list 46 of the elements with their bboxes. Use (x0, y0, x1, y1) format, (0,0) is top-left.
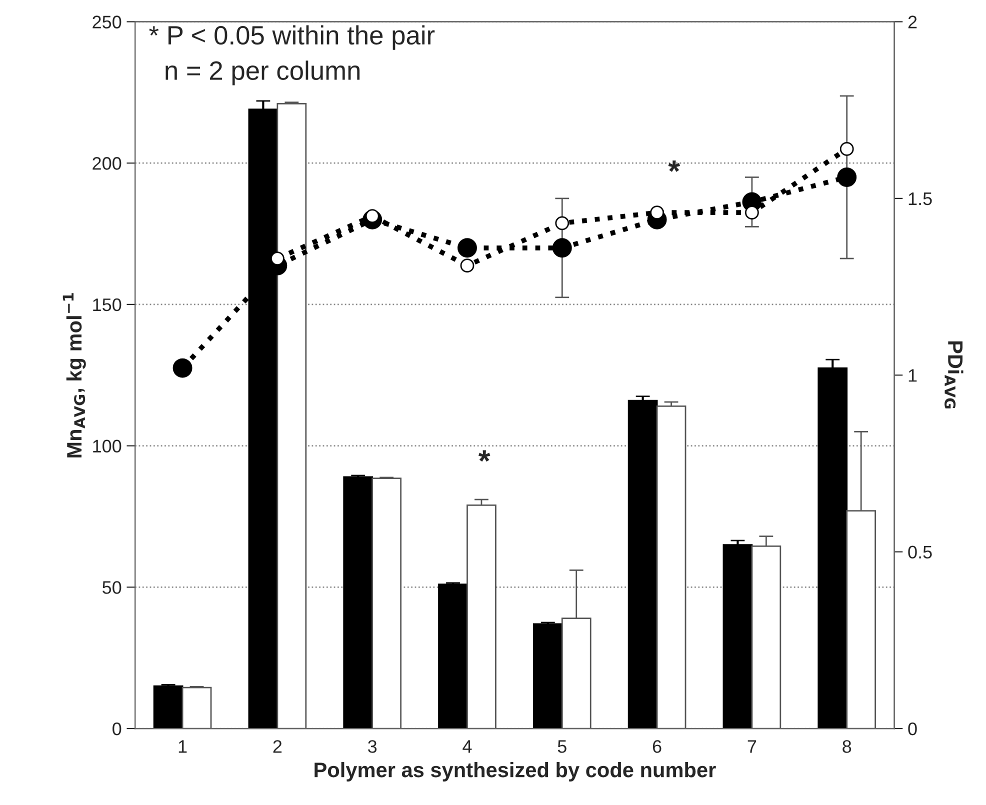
y-tick-label: 250 (92, 16, 122, 28)
point (270, 252, 284, 266)
x-tick-label: 8 (842, 740, 852, 753)
x-tick-label: 2 (273, 740, 282, 753)
x-axis-title: Polymer as synthesized by code number (314, 762, 716, 782)
annotation: n = 2 per column (166, 60, 360, 86)
point (745, 206, 759, 220)
point (172, 358, 192, 378)
point (458, 238, 477, 258)
y2-tick-label: 2 (908, 16, 917, 28)
bar (722, 544, 753, 729)
y2-tick-label: 0 (908, 722, 917, 736)
bar (182, 686, 212, 729)
x-tick-label: 7 (748, 740, 756, 753)
y-tick-label: 150 (93, 298, 122, 312)
point (460, 258, 474, 273)
bar (628, 400, 658, 729)
bar (466, 504, 496, 729)
y-tick-label: 50 (102, 581, 122, 594)
point (840, 142, 854, 156)
y-axis-title: Mn$_{AVG}$, kg mol$^{−1}$ (62, 293, 86, 458)
y-tick-label: 0 (112, 722, 122, 736)
bar (438, 584, 468, 729)
y2-tick-label: 1 (908, 369, 917, 382)
bar (372, 478, 402, 729)
bar (343, 476, 374, 729)
y-tick-label: 100 (93, 440, 122, 453)
y2-axis-title: PDi$_{AVG}$ (944, 341, 964, 408)
x-tick-label: 4 (462, 740, 472, 753)
point (837, 168, 857, 187)
point (552, 238, 572, 258)
point (555, 216, 570, 230)
x-tick-label: 6 (652, 740, 662, 753)
point (650, 206, 664, 220)
bar (656, 406, 686, 729)
bar (532, 623, 563, 729)
x-tick-label: 3 (368, 740, 377, 753)
x-tick-label: 5 (558, 740, 566, 753)
x-tick-label: 1 (178, 740, 187, 753)
y2-tick-label: 0.5 (908, 546, 932, 559)
y-tick-label: 200 (92, 157, 122, 170)
y2-tick-label: 1.5 (908, 192, 932, 206)
annotation: * (668, 160, 680, 172)
annotation: * (478, 450, 490, 462)
annotation: * P < 0.05 within the pair (149, 25, 435, 50)
bar (153, 685, 184, 729)
